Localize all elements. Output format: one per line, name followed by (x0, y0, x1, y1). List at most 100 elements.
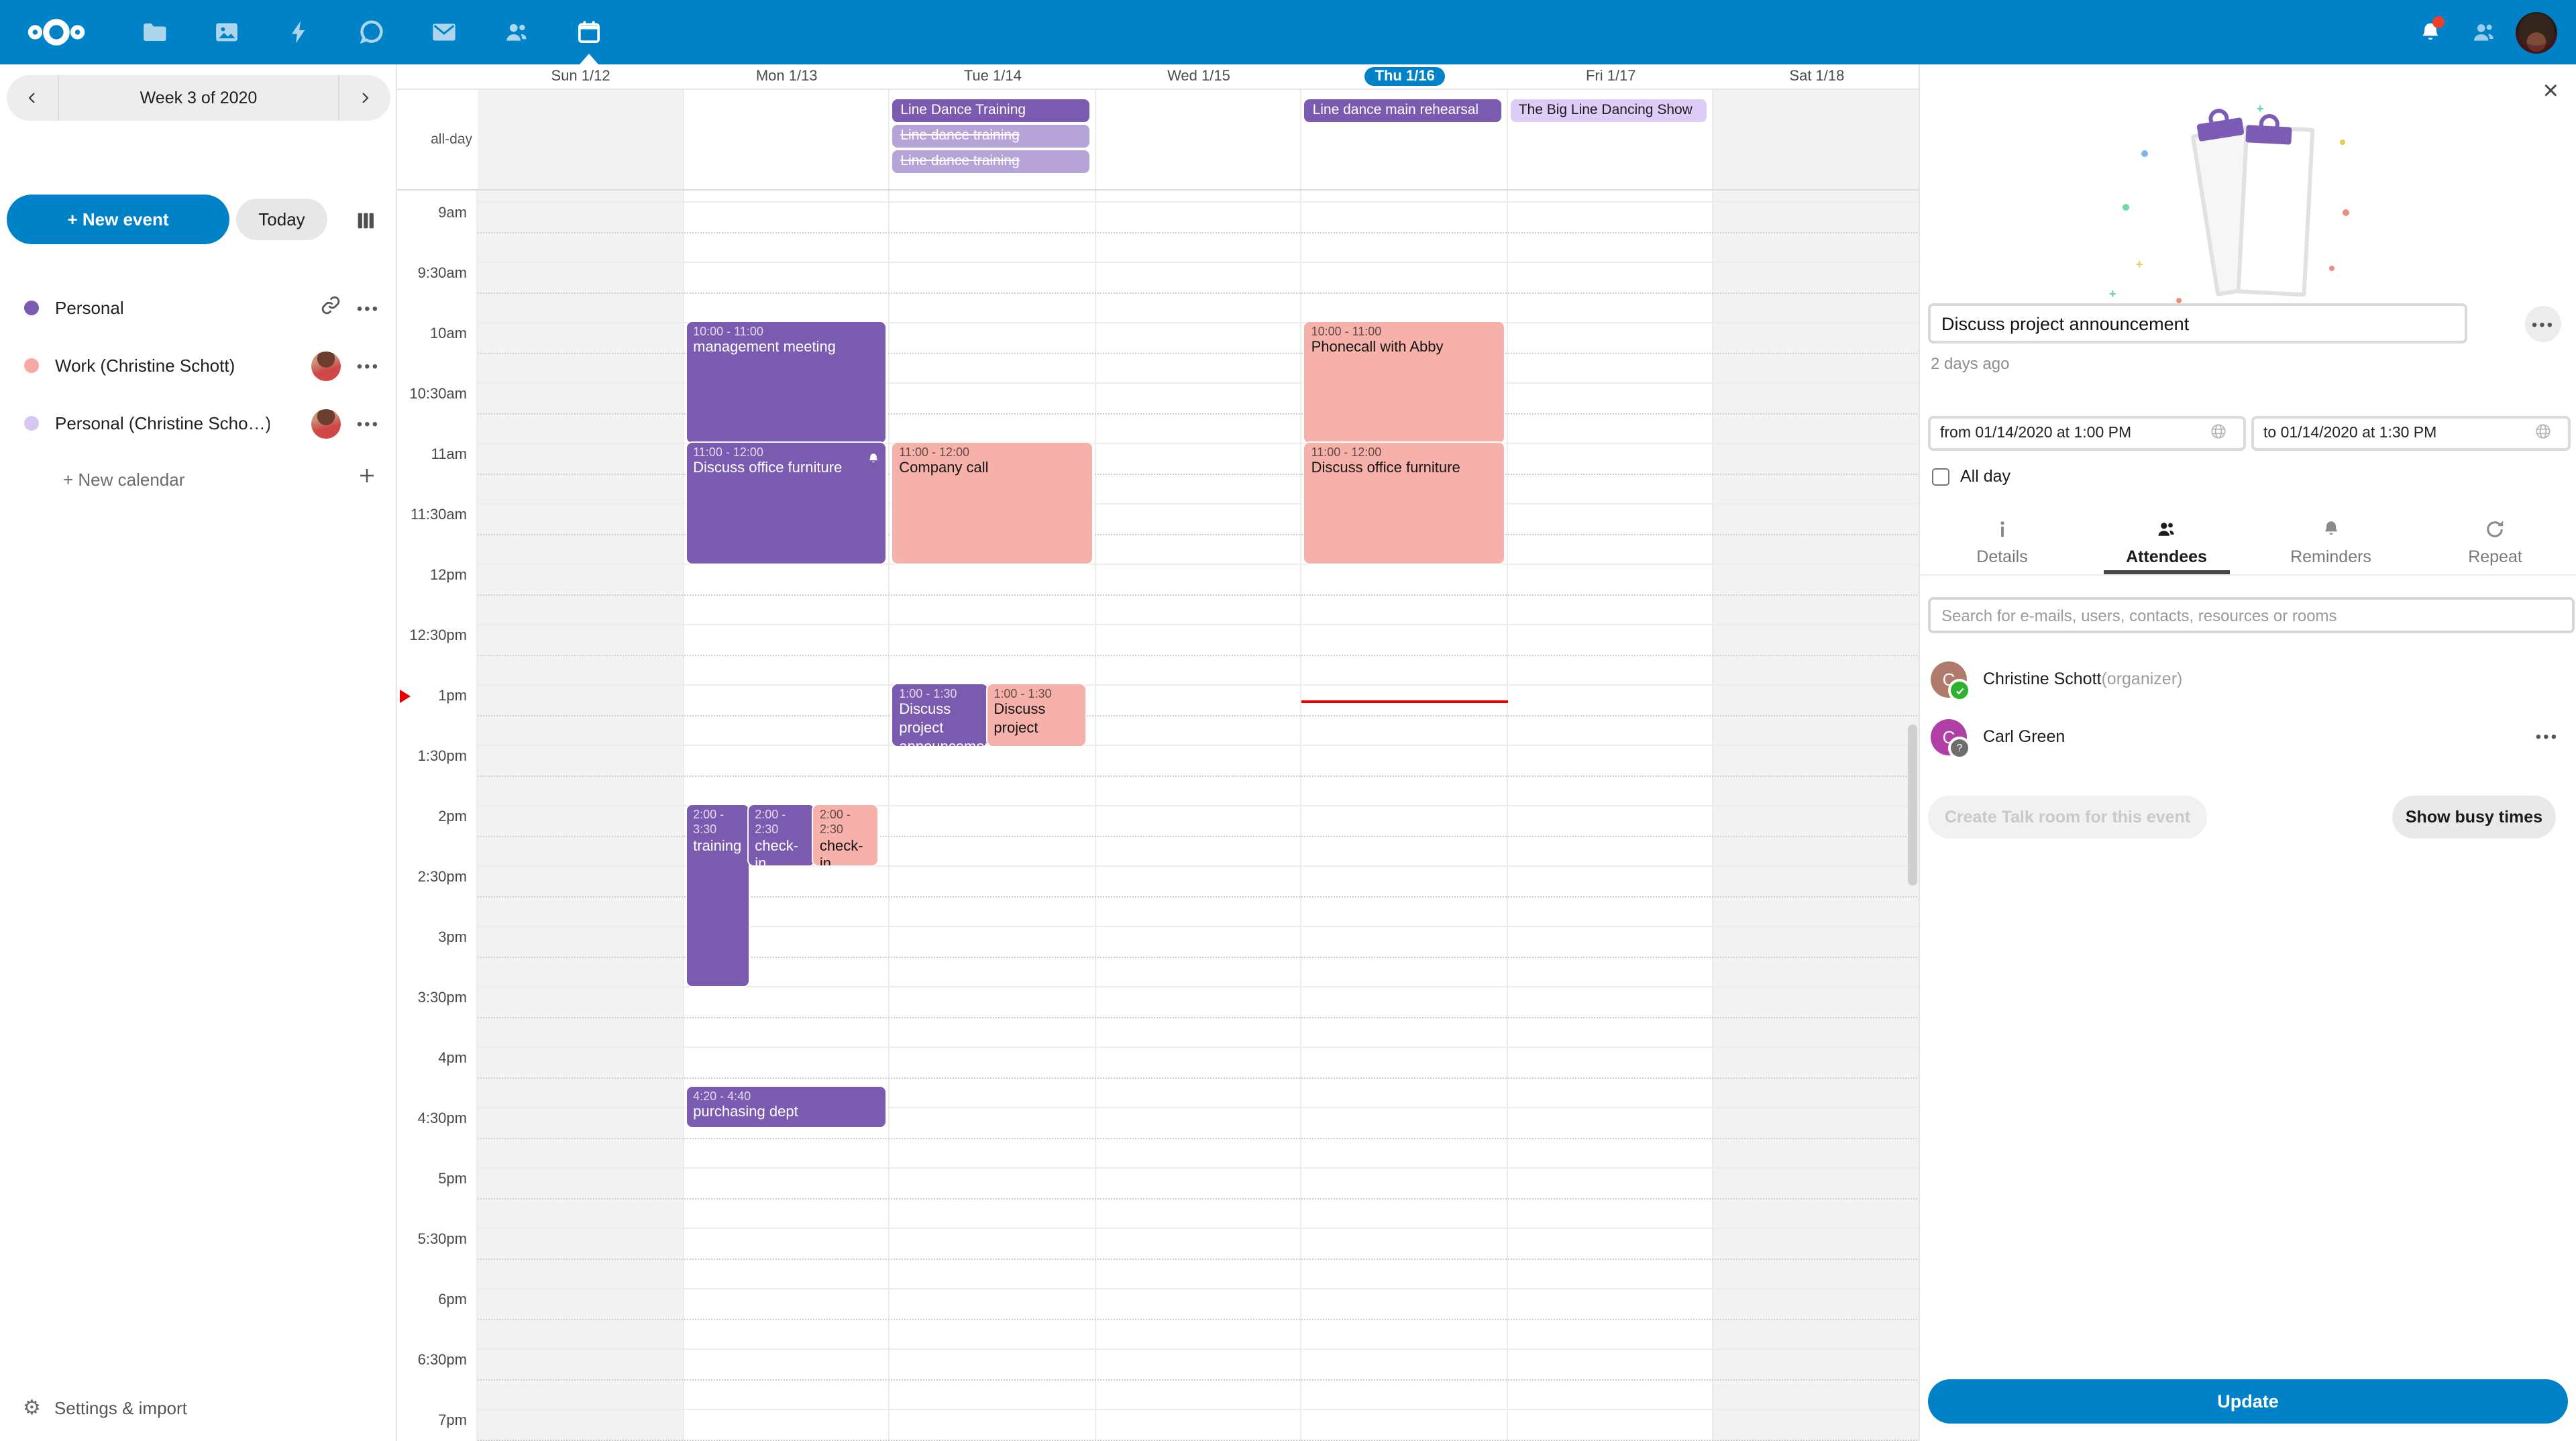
allday-event[interactable]: Line Dance Training (892, 99, 1089, 122)
contacts-icon[interactable] (480, 0, 553, 64)
calendar-event[interactable]: 10:00 - 11:00 Phonecall with Abby (1304, 322, 1504, 443)
photos-icon[interactable] (191, 0, 263, 64)
today-button[interactable]: Today (236, 199, 327, 240)
new-event-button[interactable]: + New event (7, 195, 229, 244)
day-header[interactable]: Sun 1/12 (478, 64, 684, 89)
calendar-event[interactable]: 11:00 - 12:00 Company call (892, 443, 1092, 564)
files-icon[interactable] (118, 0, 191, 64)
calendar-event[interactable]: 2:00 - 2:30 check-in (812, 805, 878, 865)
quarter-line (397, 714, 1920, 716)
tab-label: Repeat (2468, 547, 2522, 566)
event-time: 4:20 - 4:40 (693, 1089, 751, 1103)
event-title: purchasing dept (693, 1104, 798, 1121)
day-column[interactable] (1095, 189, 1302, 1441)
settings-import[interactable]: ⚙ Settings & import (0, 1387, 187, 1428)
tab-people-icon (2157, 519, 2177, 543)
sidebar-calendar-item[interactable]: Work (Christine Schott) ••• (0, 337, 396, 394)
tab-reminders[interactable]: Reminders (2249, 511, 2413, 574)
day-column[interactable] (684, 189, 890, 1441)
calendar-icon[interactable] (553, 0, 625, 64)
next-week-button[interactable] (339, 75, 390, 121)
day-column[interactable] (478, 189, 684, 1441)
grid-scrollbar-thumb[interactable] (1908, 725, 1917, 886)
sidebar-calendar-item[interactable]: Personal (Christine Scho…) ••• (0, 394, 396, 452)
calendar-menu-icon[interactable]: ••• (356, 356, 380, 375)
allday-event[interactable]: Line dance training (892, 125, 1089, 148)
user-avatar[interactable] (2516, 11, 2557, 53)
attendee-menu-icon[interactable]: ••• (2535, 727, 2559, 746)
create-talk-room-button[interactable]: Create Talk room for this event (1928, 796, 2207, 839)
tab-attendees[interactable]: Attendees (2084, 511, 2249, 574)
calendar-list: Personal ••• Work (Christine Schott) ••• Per… (0, 279, 396, 506)
calendar-event[interactable]: 11:00 - 12:00 Discuss office furniture (1304, 443, 1504, 564)
allday-event[interactable]: The Big Line Dancing Show (1510, 99, 1707, 122)
timezone-globe-icon[interactable] (2210, 423, 2227, 447)
day-header[interactable]: Tue 1/14 (890, 64, 1095, 89)
timezone-globe-icon[interactable] (2534, 423, 2552, 447)
weekend-shading (1713, 89, 1920, 189)
allday-column-border (1508, 89, 1714, 189)
day-header[interactable]: Thu 1/16 (1302, 64, 1508, 89)
event-end-input[interactable] (2251, 416, 2571, 451)
quarter-line (397, 1258, 1920, 1259)
sidebar-calendar-item[interactable]: Personal ••• (0, 279, 396, 337)
confetti (2176, 298, 2182, 303)
event-actions-menu-button[interactable]: ••• (2525, 306, 2561, 342)
talk-icon[interactable] (335, 0, 408, 64)
calendar-event[interactable]: 2:00 - 3:30 training (686, 805, 749, 986)
activity-icon[interactable] (263, 0, 335, 64)
day-header[interactable]: Sat 1/18 (1714, 64, 1920, 89)
event-title: check-in (755, 838, 799, 865)
day-header[interactable]: Fri 1/17 (1508, 64, 1714, 89)
update-button[interactable]: Update (1928, 1379, 2568, 1424)
quarter-line (397, 956, 1920, 957)
slot-line (397, 745, 1920, 746)
plus-icon (357, 466, 377, 492)
event-title-input[interactable] (1928, 303, 2467, 343)
tab-repeat[interactable]: Repeat (2413, 511, 2576, 574)
day-column[interactable] (1508, 189, 1714, 1441)
calendar-event[interactable]: 11:00 - 12:00 Discuss office furniture (686, 443, 886, 564)
day-header[interactable]: Wed 1/15 (1095, 64, 1301, 89)
time-label: 7pm (438, 1413, 467, 1429)
slot-line (397, 1288, 1920, 1289)
slot-line (397, 1167, 1920, 1169)
calendar-menu-icon[interactable]: ••• (356, 299, 380, 317)
day-header[interactable]: Mon 1/13 (684, 64, 890, 89)
close-icon[interactable]: × (2542, 76, 2559, 106)
allday-event[interactable]: Line dance training (892, 150, 1089, 173)
calendar-menu-icon[interactable]: ••• (356, 414, 380, 433)
calendar-event[interactable]: 1:00 - 1:30 Discuss project announcement (892, 684, 987, 746)
event-start-input[interactable] (1928, 416, 2246, 451)
week-view-columns-icon[interactable] (347, 204, 382, 236)
tab-details[interactable]: Details (1920, 511, 2084, 574)
attendee-search-input[interactable] (1928, 597, 2575, 633)
day-column[interactable] (890, 189, 1096, 1441)
allday-column-border (1095, 89, 1302, 189)
nextcloud-logo-icon[interactable] (27, 12, 86, 52)
time-label: 4pm (438, 1051, 467, 1067)
calendar-event[interactable]: 10:00 - 11:00 management meeting (686, 322, 886, 443)
previous-week-button[interactable] (7, 75, 58, 121)
confetti: + (2109, 287, 2116, 301)
sidebar: Week 3 of 2020 + New event Today Persona… (0, 64, 396, 1441)
show-busy-times-button[interactable]: Show busy times (2392, 796, 2556, 839)
contacts-menu-icon[interactable] (2457, 0, 2510, 64)
calendar-event[interactable]: 1:00 - 1:30 Discuss project (987, 684, 1085, 746)
allday-event[interactable]: Line dance main rehearsal (1304, 99, 1501, 122)
share-link-icon[interactable] (321, 295, 341, 321)
day-column[interactable] (1302, 189, 1508, 1441)
day-column[interactable] (1713, 189, 1920, 1441)
week-label[interactable]: Week 3 of 2020 (58, 75, 339, 121)
calendar-event[interactable]: 2:00 - 2:30 check-in (748, 805, 815, 865)
all-day-checkbox[interactable] (1932, 468, 1949, 485)
slot-line (397, 926, 1920, 927)
quarter-line (397, 1197, 1920, 1199)
notifications-bell-icon[interactable] (2403, 0, 2457, 64)
week-navigation: Week 3 of 2020 (7, 75, 390, 121)
mail-icon[interactable] (408, 0, 480, 64)
tab-label: Reminders (2290, 547, 2371, 566)
new-calendar-button[interactable]: + New calendar (0, 452, 396, 506)
event-time: 11:00 - 12:00 (899, 445, 970, 459)
calendar-event[interactable]: 4:20 - 4:40 purchasing dept (686, 1087, 886, 1127)
